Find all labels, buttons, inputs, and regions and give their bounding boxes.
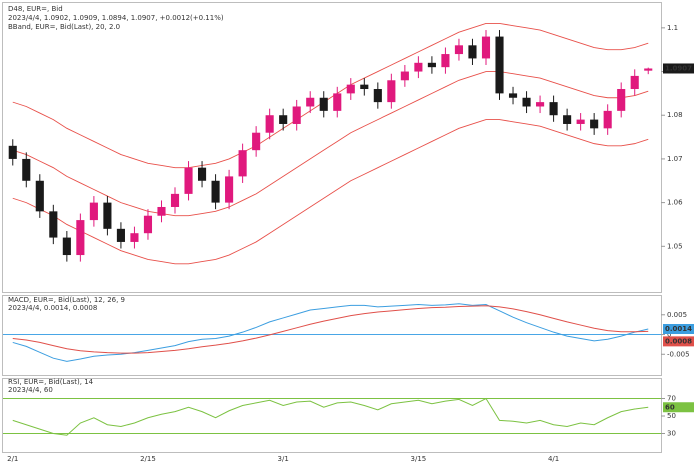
last-value-box: [663, 336, 694, 347]
candle-body: [279, 115, 288, 124]
candle-body: [536, 102, 545, 107]
candle-body: [8, 145, 17, 159]
x-tick-label: 2/1: [7, 455, 18, 463]
x-tick-label: 3/1: [278, 455, 289, 463]
candle-body: [143, 215, 153, 234]
candle-body: [495, 36, 504, 94]
series-line: [12, 397, 649, 436]
candle-body: [116, 228, 125, 242]
candle-body: [211, 180, 220, 203]
candle-body: [590, 119, 599, 129]
chart-subtitle: 2023/4/4, 1.0902, 1.0909, 1.0894, 1.0907…: [8, 14, 224, 22]
band-line-middle: [12, 71, 649, 217]
y-tick-label: 70: [667, 395, 676, 403]
band-legend: BBand, EUR=, Bid(Last), 20, 2.0: [8, 23, 120, 31]
candle-body: [130, 233, 139, 242]
candle-body: [157, 206, 166, 216]
series-line: [12, 305, 649, 354]
candle-body: [49, 211, 58, 238]
chart-title: D48, EUR=, Bid: [8, 5, 63, 13]
x-tick-label: 3/15: [411, 455, 427, 463]
candle-body: [103, 202, 112, 229]
candle-body: [630, 75, 639, 90]
candle-body: [617, 89, 626, 111]
price-panel-frame: [2, 2, 662, 293]
candle-body: [265, 115, 274, 133]
candle-body: [306, 97, 315, 107]
candle-body: [360, 84, 369, 90]
candle-body: [549, 102, 558, 116]
candle-body: [35, 180, 44, 212]
candle-body: [252, 132, 261, 151]
chart-subtitle: 2023/4/4, 0.0014, 0.0008: [8, 304, 97, 312]
candle-body: [62, 237, 71, 256]
y-tick-label: -0.005: [667, 350, 690, 358]
candle-body: [427, 62, 436, 68]
y-tick-label: 1.06: [667, 199, 683, 207]
last-value-label: 0.0008: [665, 337, 692, 345]
candle-body: [184, 167, 193, 194]
y-tick-label: 1.07: [667, 155, 683, 163]
candle-body: [319, 97, 328, 111]
last-value-box: [663, 324, 694, 334]
band-line-upper: [12, 23, 649, 169]
candle-body: [373, 89, 382, 103]
candle-body: [89, 202, 98, 221]
candle-body: [387, 80, 396, 103]
candle-body: [76, 220, 85, 256]
candle-body: [400, 71, 409, 81]
chart-subtitle: 2023/4/4, 60: [8, 386, 53, 394]
y-tick-label: 1.1: [667, 24, 678, 32]
candle-body: [468, 45, 477, 59]
last-value-box: [663, 63, 694, 74]
candle-body: [563, 115, 572, 124]
x-tick-label: 4/1: [548, 455, 559, 463]
candle-body: [414, 62, 423, 72]
last-value-label: 0.0014: [665, 325, 692, 333]
last-value-label: 1.0907: [665, 64, 692, 72]
candle-body: [225, 176, 234, 203]
y-tick-label: 1.05: [667, 242, 683, 250]
macd-panel-frame: [2, 295, 662, 376]
candle-body: [644, 68, 653, 71]
candle-body: [346, 84, 355, 94]
y-tick-label: 0: [667, 331, 671, 339]
chart-title: MACD, EUR=, Bid(Last), 12, 26, 9: [8, 296, 125, 304]
y-tick-label: 50: [667, 412, 676, 420]
series-line: [12, 303, 649, 362]
y-tick-label: 30: [667, 430, 676, 438]
candle-body: [603, 110, 612, 129]
chart-title: RSI, EUR=, Bid(Last), 14: [8, 378, 94, 386]
candle-body: [197, 167, 207, 181]
candle-body: [441, 54, 450, 68]
candle-body: [238, 150, 247, 177]
candle-body: [292, 106, 301, 124]
candle-body: [333, 93, 342, 111]
y-tick-label: 1.08: [667, 111, 683, 119]
candle-body: [170, 193, 180, 207]
band-line-lower: [12, 119, 649, 265]
x-tick-label: 2/15: [140, 455, 156, 463]
candle-body: [454, 45, 464, 55]
candle-body: [508, 93, 518, 98]
candle-body: [22, 158, 31, 181]
candle-body: [481, 36, 491, 59]
candle-body: [522, 97, 531, 107]
y-tick-label: 0.005: [667, 311, 687, 319]
candle-body: [576, 119, 585, 124]
last-value-label: 60: [665, 403, 675, 411]
last-value-box: [663, 402, 694, 413]
